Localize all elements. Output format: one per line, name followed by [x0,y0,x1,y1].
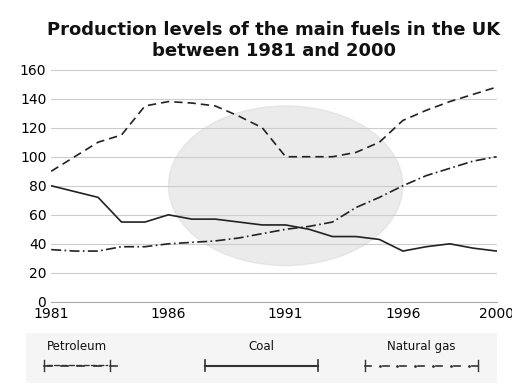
Text: Coal: Coal [248,341,274,353]
FancyBboxPatch shape [16,332,506,384]
Text: Natural gas: Natural gas [387,341,456,353]
Ellipse shape [168,106,403,265]
Title: Production levels of the main fuels in the UK
between 1981 and 2000: Production levels of the main fuels in t… [47,21,501,60]
Text: Petroleum: Petroleum [47,341,108,353]
